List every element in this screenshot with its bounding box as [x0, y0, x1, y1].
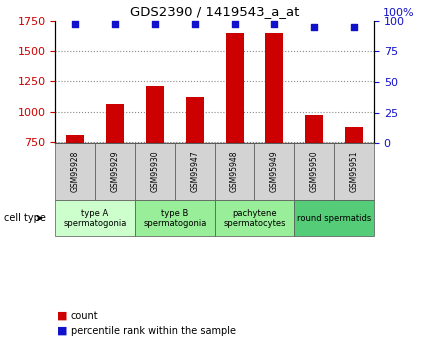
Text: round spermatids: round spermatids — [297, 214, 371, 223]
Text: GSM95928: GSM95928 — [71, 151, 79, 192]
Text: ■: ■ — [57, 311, 68, 321]
Bar — [186, 97, 204, 143]
Point — [271, 22, 278, 27]
Title: GDS2390 / 1419543_a_at: GDS2390 / 1419543_a_at — [130, 5, 299, 18]
Text: GSM95949: GSM95949 — [270, 151, 279, 193]
Bar — [106, 105, 124, 143]
Bar — [66, 135, 84, 143]
Text: type A
spermatogonia: type A spermatogonia — [63, 208, 127, 228]
Bar — [266, 33, 283, 143]
Point — [231, 22, 238, 27]
Point — [311, 24, 317, 30]
Text: GSM95951: GSM95951 — [350, 151, 359, 193]
Text: cell type: cell type — [4, 213, 46, 223]
Text: 100%: 100% — [382, 8, 414, 18]
Text: pachytene
spermatocytes: pachytene spermatocytes — [223, 208, 286, 228]
Point — [351, 24, 357, 30]
Text: GSM95947: GSM95947 — [190, 151, 199, 193]
Text: GSM95948: GSM95948 — [230, 151, 239, 193]
Text: count: count — [71, 311, 99, 321]
Text: ■: ■ — [57, 326, 68, 335]
Text: type B
spermatogonia: type B spermatogonia — [143, 208, 207, 228]
Point — [191, 22, 198, 27]
Text: GSM95929: GSM95929 — [110, 151, 119, 193]
Point — [72, 22, 79, 27]
Bar — [305, 115, 323, 143]
Text: percentile rank within the sample: percentile rank within the sample — [71, 326, 236, 335]
Bar — [345, 127, 363, 143]
Text: GSM95930: GSM95930 — [150, 151, 159, 193]
Text: GSM95950: GSM95950 — [310, 151, 319, 193]
Bar — [146, 86, 164, 143]
Point — [151, 22, 158, 27]
Point — [112, 22, 119, 27]
Bar — [226, 33, 244, 143]
